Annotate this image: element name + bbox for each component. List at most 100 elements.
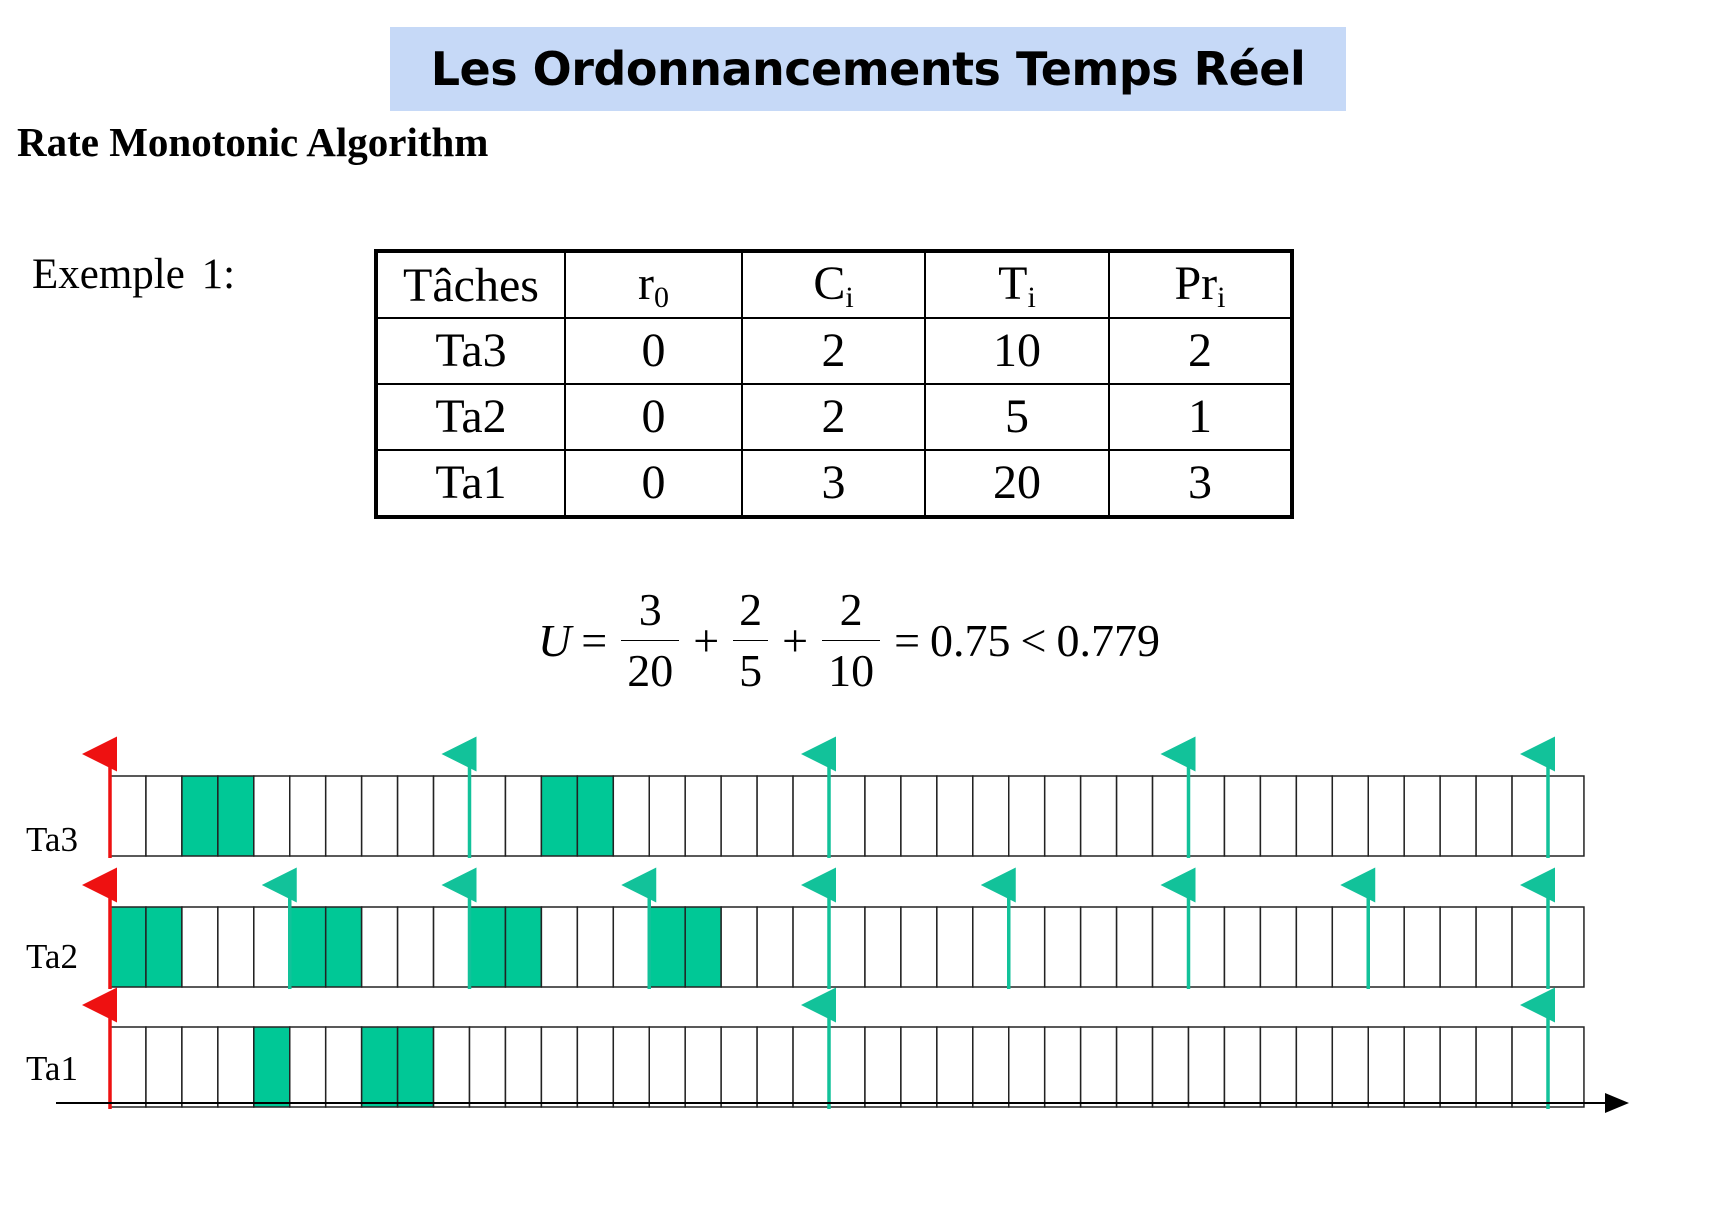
time-slot — [1223, 1026, 1262, 1108]
time-slot — [684, 775, 722, 857]
time-slot — [1475, 1026, 1513, 1108]
time-slot — [1367, 1026, 1405, 1108]
formula-less-than: < — [1020, 614, 1047, 666]
time-slot — [1403, 775, 1441, 857]
time-slot — [1511, 775, 1549, 857]
time-slot — [217, 1026, 255, 1108]
time-slot — [972, 775, 1010, 857]
time-slot — [181, 1026, 219, 1108]
time-slot — [1259, 1026, 1298, 1108]
formula-equals: = — [894, 614, 921, 666]
time-slot — [1079, 775, 1118, 857]
time-slot — [1008, 1026, 1046, 1108]
time-slot — [864, 1026, 902, 1108]
table-row: Ta1 0 3 20 3 — [375, 449, 1293, 518]
time-slot — [1475, 906, 1513, 988]
time-slot — [900, 1026, 938, 1108]
time-slot — [720, 906, 758, 988]
time-slot — [181, 906, 219, 988]
time-slot — [792, 1026, 830, 1108]
time-slot — [145, 1026, 183, 1108]
table-cell: 3 — [1108, 449, 1293, 518]
time-slot — [324, 775, 363, 857]
time-slot — [756, 906, 794, 988]
time-slot — [1008, 906, 1046, 988]
time-slot — [1475, 775, 1513, 857]
time-slot — [360, 775, 399, 857]
header-wcet: Ci — [741, 250, 926, 319]
time-slot — [540, 906, 579, 988]
header-period: Ti — [924, 250, 1110, 319]
time-slot — [864, 775, 902, 857]
time-slot — [792, 906, 830, 988]
table-cell: 3 — [741, 449, 926, 518]
table-cell: 0 — [564, 449, 743, 518]
table-cell: 5 — [924, 383, 1110, 451]
time-slot — [1295, 906, 1334, 988]
formula-bound: 0.779 — [1056, 614, 1161, 666]
time-slot — [504, 1026, 543, 1108]
time-slot — [828, 906, 866, 988]
table-cell: 2 — [741, 317, 926, 385]
time-slot — [1043, 906, 1082, 988]
formula-plus: + — [693, 614, 720, 666]
time-slot — [1331, 1026, 1370, 1108]
time-slot — [109, 775, 147, 857]
timeline-label-ta3: Ta3 — [26, 820, 78, 859]
timeline-label-ta1: Ta1 — [26, 1049, 78, 1088]
time-slot — [720, 775, 758, 857]
busy-slot — [540, 775, 579, 857]
time-slot — [972, 906, 1010, 988]
time-slot — [1439, 775, 1477, 857]
table-cell: Ta2 — [375, 383, 566, 451]
time-slot — [1115, 775, 1154, 857]
time-slot — [1043, 1026, 1082, 1108]
time-slot — [1008, 775, 1046, 857]
busy-slot — [396, 1026, 435, 1108]
time-slot — [1115, 906, 1154, 988]
time-slot — [828, 775, 866, 857]
time-slot — [1547, 906, 1585, 988]
time-slot — [396, 906, 435, 988]
busy-slot — [253, 1026, 291, 1108]
time-slot — [324, 1026, 363, 1108]
time-slot — [792, 775, 830, 857]
table-cell: 1 — [1108, 383, 1293, 451]
table-cell: Ta1 — [375, 449, 566, 518]
busy-slot — [648, 906, 686, 988]
busy-slot — [576, 775, 615, 857]
time-slot — [612, 906, 650, 988]
time-slot — [432, 775, 471, 857]
time-slot — [540, 1026, 579, 1108]
time-slot — [936, 906, 974, 988]
busy-slot — [504, 906, 543, 988]
formula-equals: = — [581, 614, 608, 666]
busy-slot — [684, 906, 722, 988]
header-taches: Tâches — [375, 250, 566, 319]
title-banner: Les Ordonnancements Temps Réel — [390, 27, 1346, 111]
table-cell: Ta3 — [375, 317, 566, 385]
table-cell: 2 — [741, 383, 926, 451]
busy-slot — [145, 906, 183, 988]
time-slot — [1511, 906, 1549, 988]
table-cell: 0 — [564, 317, 743, 385]
time-slot — [1295, 775, 1334, 857]
busy-slot — [181, 775, 219, 857]
time-slot — [432, 1026, 471, 1108]
time-slot — [1187, 775, 1226, 857]
time-slot — [936, 775, 974, 857]
time-slot — [1259, 775, 1298, 857]
time-slot — [504, 775, 543, 857]
time-slot — [145, 775, 183, 857]
time-slot — [1547, 775, 1585, 857]
time-slot — [1223, 906, 1262, 988]
time-slot — [396, 775, 435, 857]
time-slot — [1439, 1026, 1477, 1108]
time-slot — [1079, 1026, 1118, 1108]
time-slot — [1331, 775, 1370, 857]
time-slot — [1403, 1026, 1441, 1108]
time-slot — [432, 906, 471, 988]
time-slot — [1187, 1026, 1226, 1108]
time-slot — [756, 1026, 794, 1108]
task-table: Tâches r0 Ci Ti Pri Ta3 0 2 10 2 Ta2 0 2… — [374, 249, 1294, 519]
